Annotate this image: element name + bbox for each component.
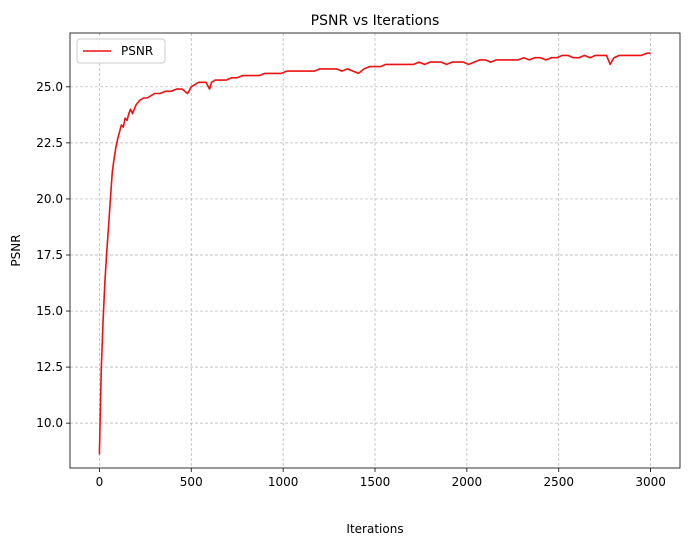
y-tick-label: 15.0 <box>36 304 63 318</box>
y-axis: 10.0 12.5 15.0 17.5 20.0 22.5 25.0 <box>36 80 70 430</box>
x-tick-label: 3000 <box>635 475 666 489</box>
y-tick-label: 20.0 <box>36 192 63 206</box>
y-tick-label: 25.0 <box>36 80 63 94</box>
x-tick-label: 1500 <box>360 475 391 489</box>
x-tick-label: 2000 <box>452 475 483 489</box>
legend-label-psnr: PSNR <box>121 44 153 58</box>
series-line-psnr <box>98 52 651 455</box>
y-tick-label: 10.0 <box>36 416 63 430</box>
x-tick-label: 0 <box>96 475 104 489</box>
x-tick-label: 500 <box>180 475 203 489</box>
x-tick-label: 2500 <box>543 475 574 489</box>
legend-box <box>76 38 166 64</box>
x-tick-label: 1000 <box>268 475 299 489</box>
x-axis-label: Iterations <box>346 522 403 536</box>
y-axis-label: PSNR <box>9 234 23 266</box>
y-tick-label: 17.5 <box>36 248 63 262</box>
series-layer <box>98 52 651 455</box>
x-axis: 0 500 1000 1500 2000 2500 3000 <box>96 468 666 489</box>
y-tick-label: 12.5 <box>36 360 63 374</box>
grid <box>70 33 680 468</box>
y-tick-label: 22.5 <box>36 136 63 150</box>
chart-title: PSNR vs Iterations <box>311 13 440 29</box>
legend: PSNR <box>76 38 166 64</box>
